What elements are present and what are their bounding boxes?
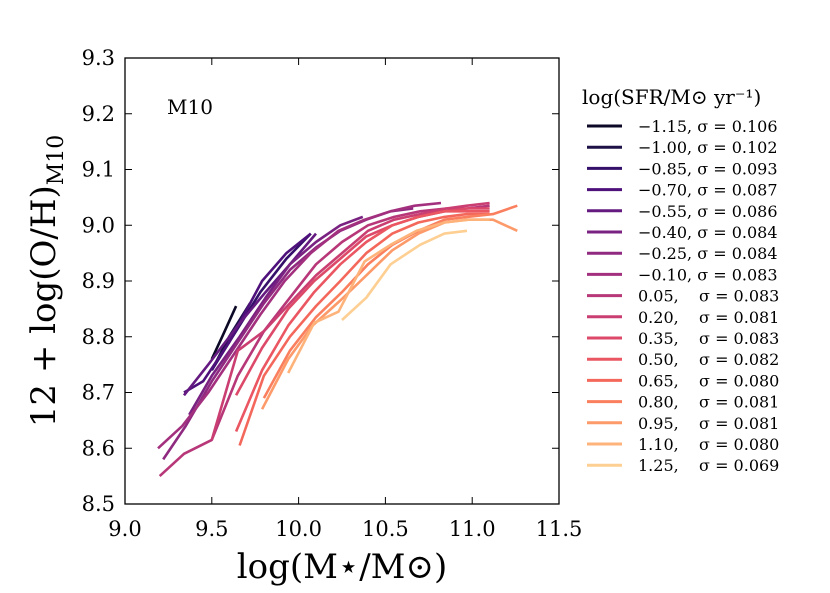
series-line-5 <box>188 215 364 416</box>
legend-label-15: 1.10, σ = 0.080 <box>638 435 779 454</box>
y-axis-title-subscript: M10 <box>44 135 69 186</box>
x-tick-label-0: 9.0 <box>108 517 141 541</box>
series-line-8 <box>158 204 490 478</box>
y-tick-label-8: 9.3 <box>82 46 115 70</box>
y-tick-label-6: 9.1 <box>82 158 115 182</box>
y-axis-title: 12 + log(O/H)M10 <box>24 135 69 428</box>
legend-label-6: −0.25, σ = 0.084 <box>638 244 778 263</box>
x-tick-label-4: 11.0 <box>449 517 496 541</box>
y-tick-label-1: 8.6 <box>82 436 115 460</box>
series-line-11 <box>234 210 490 433</box>
ticks <box>124 57 560 505</box>
legend-label-9: 0.20, σ = 0.081 <box>638 308 779 327</box>
legend-label-8: 0.05, σ = 0.083 <box>638 287 779 306</box>
y-tick-label-3: 8.8 <box>82 325 115 349</box>
x-tick-label-5: 11.5 <box>536 517 583 541</box>
legend-label-16: 1.25, σ = 0.069 <box>638 456 779 475</box>
legend-label-14: 0.95, σ = 0.081 <box>638 414 779 433</box>
series-line-3 <box>183 232 312 394</box>
annotation-label: M10 <box>167 95 213 119</box>
legend-label-10: 0.35, σ = 0.083 <box>638 329 779 348</box>
legend-label-12: 0.65, σ = 0.080 <box>638 371 779 390</box>
series-line-16 <box>341 229 468 321</box>
legend-label-4: −0.55, σ = 0.086 <box>638 202 778 221</box>
legend-label-2: −0.85, σ = 0.093 <box>638 159 778 178</box>
y-tick-label-5: 9.0 <box>82 213 115 237</box>
legend-label-0: −1.15, σ = 0.106 <box>638 117 778 136</box>
legend-label-5: −0.40, σ = 0.084 <box>638 223 778 242</box>
y-tick-label-0: 8.5 <box>82 492 115 516</box>
series-line-7 <box>157 201 442 450</box>
legend-label-11: 0.50, σ = 0.082 <box>638 350 779 369</box>
y-tick-label-2: 8.7 <box>82 381 115 405</box>
x-tick-label-3: 10.5 <box>362 517 409 541</box>
legend-label-13: 0.80, σ = 0.081 <box>638 393 779 412</box>
legend-label-3: −0.70, σ = 0.087 <box>638 181 778 200</box>
series-line-9 <box>210 201 490 441</box>
y-tick-label-4: 8.9 <box>82 269 115 293</box>
x-tick-label-2: 10.0 <box>275 517 322 541</box>
legend: −1.15, σ = 0.106 −1.00, σ = 0.102 −0.85, σ… <box>587 117 779 475</box>
tick-labels: 9.0 9.5 10.0 10.5 11.0 11.5 8.5 8.6 8.7 8.8 8.9 9.0… <box>82 46 583 541</box>
legend-label-1: −1.00, σ = 0.102 <box>638 138 778 157</box>
x-tick-label-1: 9.5 <box>195 517 228 541</box>
legend-label-7: −0.10, σ = 0.083 <box>638 265 778 284</box>
y-tick-label-7: 9.2 <box>82 102 115 126</box>
y-axis-title-main: 12 + log(O/H) <box>24 185 64 427</box>
series-line-0 <box>210 305 238 360</box>
series-lines <box>157 201 518 478</box>
x-axis-title: log(M⋆/M⊙) <box>237 547 448 587</box>
series-line-12 <box>238 212 490 446</box>
legend-title: log(SFR/M⊙ yr⁻¹) <box>582 85 761 109</box>
series-line-15 <box>287 218 490 374</box>
